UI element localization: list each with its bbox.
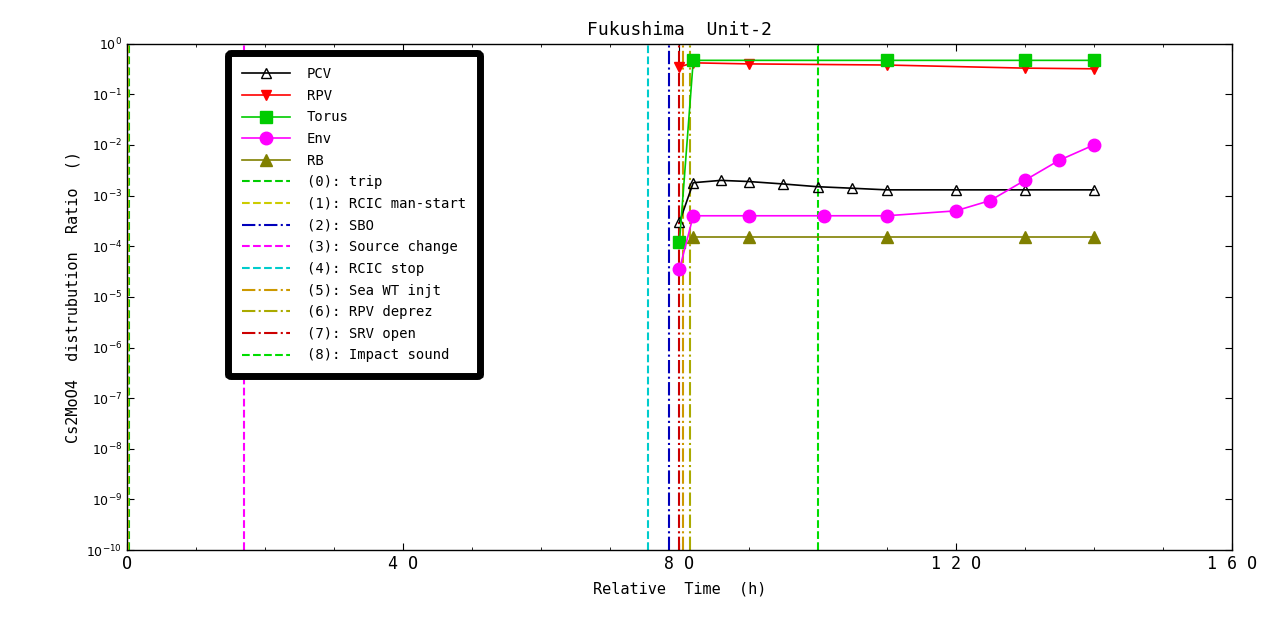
Legend: PCV, RPV, Torus, Env, RB, (0): trip, (1): RCIC man-start, (2): SBO, (3): Source : PCV, RPV, Torus, Env, RB, (0): trip, (1)… [227,53,480,376]
X-axis label: Relative  Time  (h): Relative Time (h) [593,581,766,596]
Title: Fukushima  Unit-2: Fukushima Unit-2 [587,21,772,39]
Y-axis label: Cs2MoO4  distrubution  Ratio  (): Cs2MoO4 distrubution Ratio () [66,151,81,443]
